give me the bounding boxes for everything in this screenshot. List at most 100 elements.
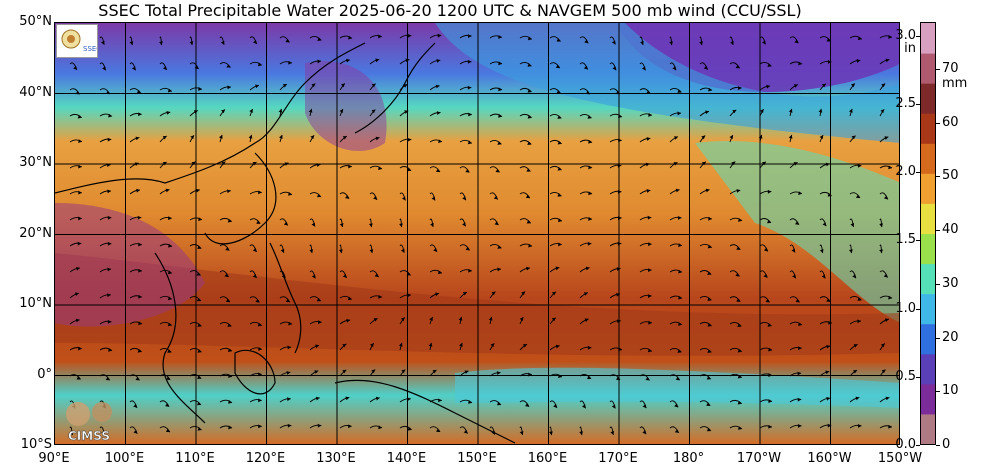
wind-arrow-head — [196, 401, 201, 406]
wind-arrow-head — [135, 136, 140, 141]
wind-arrow-head — [641, 66, 646, 71]
colorbar-segment — [921, 53, 935, 84]
colorbar-tick — [936, 391, 940, 393]
wind-arrow-head — [737, 348, 742, 353]
wind-arrow-head — [78, 216, 82, 221]
wind-arrow-head — [768, 399, 772, 403]
wind-arrow-head — [738, 86, 742, 90]
wind-arrow-head — [735, 64, 740, 69]
wind-arrow-head — [220, 40, 225, 45]
wind-arrow-head — [857, 297, 862, 301]
wind-arrow-head — [849, 249, 853, 254]
colorbar-mm-label: 40 — [942, 222, 959, 237]
moist-region-indochina — [55, 203, 205, 327]
colorbar-segment — [921, 263, 935, 295]
wind-arrow-head — [519, 317, 524, 322]
colorbar-mm-label: 0 — [942, 437, 951, 452]
wind-arrow-head — [162, 136, 167, 140]
wind-arrow-head — [347, 296, 352, 301]
wind-arrow-head — [162, 162, 167, 166]
wind-arrow-head — [436, 428, 441, 432]
wind-arrow-head — [129, 41, 134, 46]
wind-arrow-head — [258, 372, 262, 377]
wind-arrow-head — [280, 248, 285, 253]
colorbar-tick — [916, 445, 920, 446]
colorbar-inch-label: 2.0 — [895, 164, 916, 180]
wind-arrow-head — [318, 320, 322, 325]
wind-arrow-head — [370, 343, 374, 348]
wind-arrow-head — [401, 196, 406, 201]
wind-arrow-head — [378, 425, 382, 430]
wind-streamlines — [69, 33, 893, 436]
wind-arrow-head — [587, 115, 592, 119]
wind-arrow-head — [618, 347, 622, 352]
wind-arrow-head — [310, 135, 315, 140]
wind-arrow-head — [767, 323, 772, 327]
wind-arrow-head — [678, 322, 682, 326]
wind-arrow-head — [493, 195, 498, 200]
wind-arrow-head — [197, 323, 202, 327]
wind-arrow-head — [256, 220, 261, 224]
wind-arrow-head — [137, 348, 142, 353]
wind-arrow-head — [227, 218, 232, 223]
colorbar-segment — [921, 353, 935, 385]
wind-arrow-head — [795, 298, 800, 303]
wind-arrow-head — [885, 58, 890, 63]
lat-label: 50°N — [19, 14, 52, 29]
wind-arrow-head — [258, 190, 262, 195]
wind-arrow-head — [348, 35, 352, 40]
wind-arrow-head — [286, 371, 291, 375]
wind-arrow-head — [616, 376, 620, 380]
wind-arrow-head — [488, 316, 493, 321]
wind-arrow-head — [458, 316, 463, 321]
wind-arrow-head — [555, 266, 560, 271]
colorbar-segment — [921, 413, 935, 444]
wind-arrow-head — [406, 272, 411, 276]
wind-arrow-head — [888, 165, 892, 170]
wind-arrow-head — [706, 402, 711, 406]
wind-arrow-head — [75, 90, 80, 95]
wind-arrow-head — [857, 319, 861, 324]
wind-arrow-head — [855, 194, 860, 198]
wind-arrow-head — [888, 424, 892, 429]
wind-arrow-head — [279, 134, 283, 139]
wind-arrow-head — [648, 242, 652, 247]
wind-arrow-head — [797, 371, 802, 376]
wind-arrow-head — [788, 108, 793, 113]
colorbar-tick — [936, 283, 940, 285]
wind-arrow-head — [549, 431, 553, 436]
wind-arrow-head — [556, 38, 561, 42]
wind-arrow-head — [617, 241, 622, 246]
wind-arrow-head — [767, 219, 772, 224]
lon-label: 160°W — [807, 451, 852, 466]
lon-label: 180° — [672, 451, 705, 466]
wind-arrow-head — [197, 427, 202, 431]
wind-arrow-head — [348, 164, 352, 169]
wind-arrow-head — [315, 396, 320, 401]
colorbar-tick — [936, 68, 940, 70]
wind-arrow-head — [647, 215, 652, 220]
wind-arrow-head — [884, 318, 889, 323]
colorbar-segment — [921, 143, 935, 174]
wind-arrow-head — [348, 424, 352, 429]
lon-label: 160°E — [527, 451, 568, 466]
wind-arrow-head — [761, 40, 766, 45]
wind-arrow-head — [436, 111, 441, 115]
dry-region-east — [695, 141, 899, 323]
wind-arrow-head — [287, 397, 291, 402]
wind-arrow-head — [788, 134, 793, 139]
wind-arrow-head — [315, 344, 320, 349]
wind-arrow-head — [132, 66, 136, 71]
colorbar-segment — [921, 173, 935, 204]
wind-arrow-head — [526, 266, 530, 271]
wind-arrow-head — [526, 168, 531, 172]
wind-arrow-head — [883, 195, 888, 200]
wind-arrow-head — [167, 349, 172, 353]
wind-arrow-head — [498, 113, 502, 118]
wind-arrow-head — [407, 137, 412, 142]
wind-arrow-head — [258, 424, 262, 429]
wind-arrow-head — [732, 109, 737, 114]
wind-arrow-head — [792, 274, 796, 279]
wind-arrow-head — [76, 266, 80, 271]
wind-arrow-head — [407, 293, 411, 298]
